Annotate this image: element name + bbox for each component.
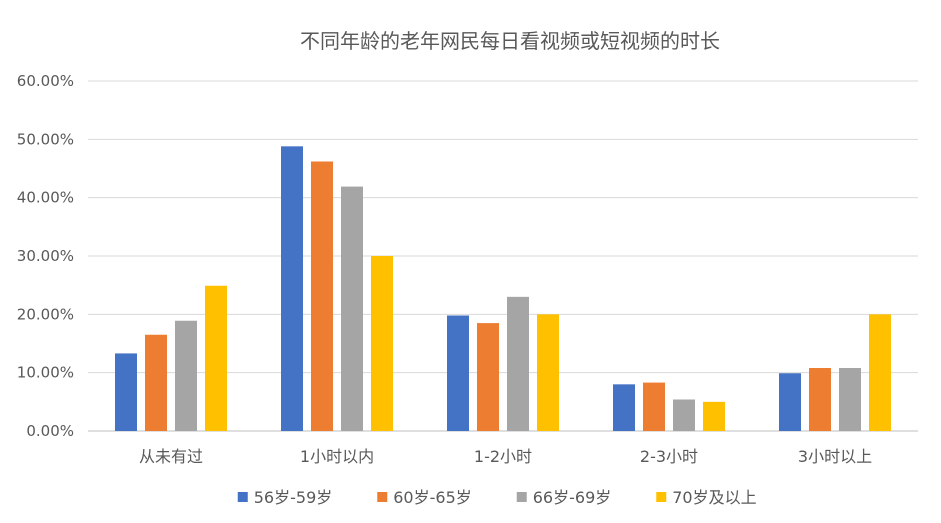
y-tick-label: 20.00% bbox=[17, 305, 74, 323]
legend-label: 70岁及以上 bbox=[672, 488, 756, 507]
y-tick-label: 50.00% bbox=[17, 130, 74, 148]
bar bbox=[537, 314, 559, 431]
legend-item: 56岁-59岁 bbox=[237, 488, 333, 507]
bar bbox=[175, 320, 197, 431]
bar bbox=[673, 399, 695, 431]
bar bbox=[809, 368, 831, 431]
bar bbox=[643, 382, 665, 431]
bar bbox=[839, 368, 861, 431]
bar bbox=[447, 315, 469, 431]
bar bbox=[311, 161, 333, 431]
x-axis-categories: 从未有过 1小时以内 1-2小时 2-3小时 3小时以上 bbox=[139, 447, 872, 466]
bar bbox=[205, 285, 227, 431]
legend-swatch bbox=[656, 492, 667, 502]
legend-label: 66岁-69岁 bbox=[533, 488, 612, 507]
legend-swatch bbox=[237, 492, 248, 502]
bar bbox=[613, 384, 635, 431]
legend-item: 66岁-69岁 bbox=[516, 488, 612, 507]
legend-label: 56岁-59岁 bbox=[254, 488, 333, 507]
legend-swatch bbox=[377, 492, 388, 502]
bar bbox=[145, 334, 167, 431]
y-axis-ticks: 0.00% 10.00% 20.00% 30.00% 40.00% 50.00% 60.00… bbox=[17, 72, 74, 440]
bar bbox=[507, 296, 529, 431]
y-tick-label: 30.00% bbox=[17, 247, 74, 265]
bar bbox=[703, 401, 725, 431]
bar bbox=[341, 186, 363, 431]
chart-title: 不同年龄的老年网民每日看视频或短视频的时长 bbox=[300, 29, 720, 53]
bar bbox=[115, 353, 137, 431]
bar bbox=[869, 314, 891, 431]
x-category-label: 从未有过 bbox=[139, 447, 203, 466]
x-category-label: 3小时以上 bbox=[798, 447, 872, 466]
legend-label: 60岁-65岁 bbox=[393, 488, 472, 507]
x-category-label: 1-2小时 bbox=[474, 447, 532, 466]
x-category-label: 2-3小时 bbox=[640, 447, 698, 466]
y-tick-label: 40.00% bbox=[17, 189, 74, 207]
legend: 56岁-59岁 60岁-65岁 66岁-69岁 70岁及以上 bbox=[237, 488, 757, 507]
legend-item: 70岁及以上 bbox=[656, 488, 757, 507]
bars-layer bbox=[115, 146, 891, 432]
bar bbox=[477, 323, 499, 431]
bar bbox=[281, 146, 303, 432]
legend-item: 60岁-65岁 bbox=[377, 488, 472, 507]
y-tick-label: 0.00% bbox=[26, 422, 74, 440]
x-category-label: 1小时以内 bbox=[300, 447, 374, 466]
bar bbox=[779, 373, 801, 431]
y-tick-label: 60.00% bbox=[17, 72, 74, 90]
bar bbox=[371, 256, 393, 431]
y-tick-label: 10.00% bbox=[17, 364, 74, 382]
legend-swatch bbox=[516, 492, 527, 502]
